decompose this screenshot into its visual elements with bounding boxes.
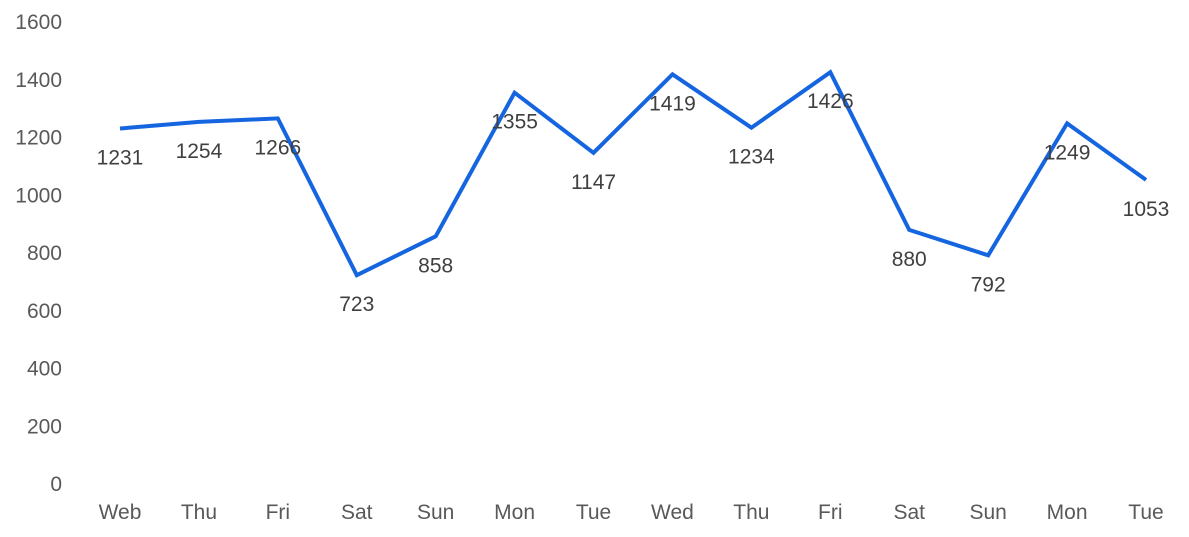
y-axis-tick-labels: 0 200 400 600 800 1000 1200 1400 1600 <box>15 11 62 496</box>
data-label: 1254 <box>176 140 223 163</box>
data-label: 1266 <box>254 136 301 159</box>
data-label: 1053 <box>1123 198 1170 221</box>
x-tick-label: Sat <box>341 501 373 524</box>
data-label: 858 <box>418 254 453 277</box>
data-label: 1231 <box>97 147 144 170</box>
data-label: 1419 <box>649 92 696 115</box>
x-tick-label: Thu <box>181 501 217 524</box>
y-tick-label: 0 <box>50 473 62 496</box>
series-group <box>119 69 1148 278</box>
y-tick-label: 1200 <box>15 127 62 150</box>
x-tick-label: Thu <box>733 501 769 524</box>
x-tick-label: Mon <box>1047 501 1088 524</box>
data-label: 1355 <box>491 111 538 134</box>
x-tick-label: Fri <box>818 501 843 524</box>
x-tick-label: Web <box>99 501 142 524</box>
x-tick-label: Wed <box>651 501 694 524</box>
x-tick-label: Sun <box>969 501 1006 524</box>
y-tick-label: 1000 <box>15 184 62 207</box>
x-tick-label: Fri <box>266 501 291 524</box>
x-tick-label: Sat <box>893 501 925 524</box>
y-tick-label: 400 <box>27 358 62 381</box>
data-labels: 1231 1254 1266 723 858 1355 1147 1419 1234 1426 88… <box>97 90 1170 316</box>
x-tick-label: Mon <box>494 501 535 524</box>
y-tick-label: 600 <box>27 300 62 323</box>
series-line <box>119 69 1148 278</box>
x-tick-label: Tue <box>576 501 611 524</box>
y-tick-label: 200 <box>27 415 62 438</box>
data-label: 1234 <box>728 146 775 169</box>
data-label: 792 <box>971 273 1006 296</box>
x-tick-label: Sun <box>417 501 454 524</box>
y-tick-label: 800 <box>27 242 62 265</box>
data-label: 1426 <box>807 90 854 113</box>
data-label: 1147 <box>571 171 616 194</box>
x-axis-tick-labels: Web Thu Fri Sat Sun Mon Tue Wed Thu Fri Sat Sun Mon T… <box>99 501 1164 524</box>
y-tick-label: 1400 <box>15 69 62 92</box>
data-label: 723 <box>339 293 374 316</box>
data-label: 880 <box>892 248 927 271</box>
y-tick-label: 1600 <box>15 11 62 34</box>
data-label: 1249 <box>1044 141 1091 164</box>
x-tick-label: Tue <box>1128 501 1163 524</box>
